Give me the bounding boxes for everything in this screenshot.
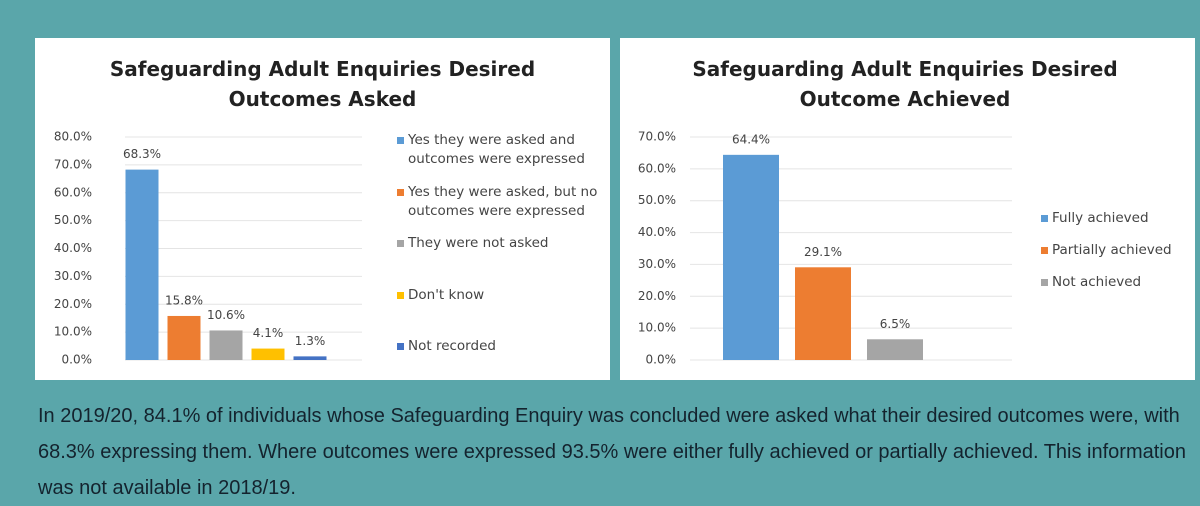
bar	[795, 267, 851, 360]
legend-entry: Partially achieved	[1041, 241, 1200, 260]
y-tick-label: 40.0%	[638, 225, 676, 239]
data-label: 10.6%	[207, 308, 245, 322]
legend-entry: Not achieved	[1041, 273, 1200, 292]
y-tick-label: 30.0%	[54, 269, 92, 283]
data-label: 29.1%	[804, 245, 842, 259]
y-tick-label: 50.0%	[638, 193, 676, 207]
y-tick-label: 70.0%	[638, 130, 676, 144]
chart-panel	[620, 38, 1195, 380]
y-tick-label: 40.0%	[54, 241, 92, 255]
legend-label: Partially achieved	[1052, 242, 1172, 258]
legend-entry: Fully achieved	[1041, 209, 1200, 228]
legend-entry: Yes they were asked, but no outcomes wer…	[397, 183, 613, 221]
legend-entry: They were not asked	[397, 234, 613, 253]
legend-label: Yes they were asked and outcomes were ex…	[408, 132, 585, 167]
bar	[251, 348, 285, 360]
chart-title: Safeguarding Adult Enquiries Desired Out…	[692, 57, 1118, 111]
y-tick-label: 10.0%	[638, 321, 676, 335]
bar	[867, 339, 923, 360]
data-label: 6.5%	[880, 317, 911, 331]
legend-label: Not achieved	[1052, 274, 1142, 290]
data-label: 4.1%	[253, 326, 284, 340]
bar	[723, 154, 779, 360]
y-tick-label: 10.0%	[54, 325, 92, 339]
legend-swatch	[397, 240, 404, 247]
y-tick-label: 0.0%	[646, 353, 677, 367]
legend-entry: Yes they were asked and outcomes were ex…	[397, 131, 613, 169]
bar	[209, 330, 243, 360]
chart-title: Safeguarding Adult Enquiries Desired Out…	[109, 57, 536, 111]
legend-swatch	[1041, 279, 1048, 286]
y-tick-label: 70.0%	[54, 157, 92, 171]
legend-label: Don't know	[408, 286, 485, 303]
data-label: 68.3%	[123, 147, 161, 161]
legend-swatch	[397, 188, 404, 196]
y-tick-label: 50.0%	[54, 213, 92, 227]
legend-entry: Not recorded	[397, 337, 613, 356]
bar	[167, 315, 201, 360]
y-tick-label: 30.0%	[638, 257, 676, 271]
y-tick-label: 20.0%	[638, 289, 676, 303]
data-label: 1.3%	[295, 334, 326, 348]
data-label: 15.8%	[165, 293, 203, 307]
legend-swatch	[1041, 215, 1048, 222]
caption: In 2019/20, 84.1% of individuals whose S…	[38, 405, 1186, 499]
legend-swatch	[397, 137, 404, 144]
legend-swatch	[397, 343, 404, 350]
legend-swatch	[397, 291, 404, 299]
y-tick-label: 80.0%	[54, 130, 92, 144]
legend-label: Yes they were asked, but no outcomes wer…	[408, 183, 598, 219]
legend-label: Fully achieved	[1052, 210, 1149, 226]
y-tick-label: 20.0%	[54, 297, 92, 311]
legend-entry: Don't know	[397, 286, 613, 305]
legend-swatch	[1041, 247, 1048, 254]
data-label: 64.4%	[732, 132, 770, 146]
legend-label: They were not asked	[408, 235, 549, 251]
y-tick-label: 60.0%	[638, 161, 676, 175]
legend-label: Not recorded	[408, 338, 496, 354]
bar	[125, 169, 159, 360]
y-tick-label: 0.0%	[62, 353, 93, 367]
y-tick-label: 60.0%	[54, 185, 92, 199]
bar	[293, 356, 327, 360]
